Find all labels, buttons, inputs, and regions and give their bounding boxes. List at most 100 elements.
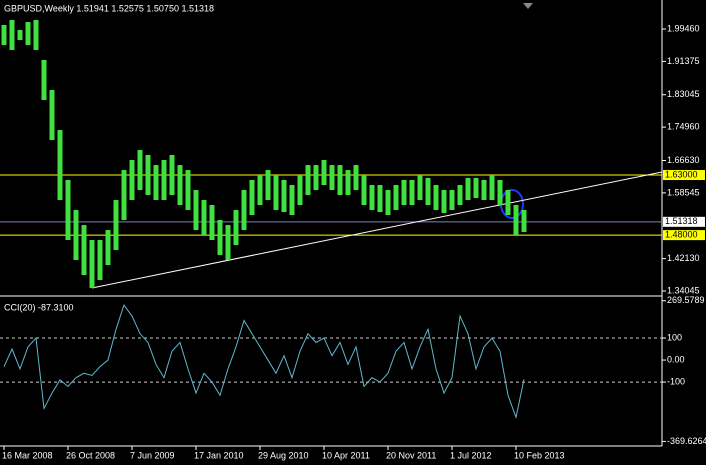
price-bar: [473, 178, 479, 199]
price-bar: [433, 185, 439, 211]
y-tick-label: 1.42130: [667, 253, 700, 263]
indicator-line: [3, 303, 525, 420]
y-tick-label: 1.34045: [667, 285, 700, 295]
price-bar: [233, 210, 239, 246]
price-bar: [457, 185, 463, 205]
price-bar: [169, 155, 175, 196]
price-bar: [265, 170, 271, 201]
x-tick-label: 16 Mar 2008: [2, 450, 53, 460]
price-bar: [65, 180, 71, 241]
price-bar: [113, 200, 119, 251]
price-bar: [41, 60, 47, 101]
price-bar: [105, 230, 111, 265]
price-bar: [17, 30, 23, 41]
chart-title: GBPUSD,Weekly 1.51941 1.52575 1.50750 1.…: [4, 3, 214, 13]
price-bar: [497, 180, 503, 205]
price-bar: [361, 174, 367, 205]
y-tick-label: 1.66630: [667, 155, 700, 165]
price-bar: [209, 204, 215, 241]
price-label-box: [663, 230, 705, 241]
y-tick-label: 1.58545: [667, 187, 700, 197]
x-tick-label: 26 Oct 2008: [66, 450, 115, 460]
x-tick-label: 17 Jan 2010: [194, 450, 244, 460]
price-bar: [217, 220, 223, 256]
price-bar: [33, 19, 39, 50]
price-bar: [417, 174, 423, 201]
price-bar: [153, 165, 159, 201]
price-bar: [297, 174, 303, 205]
y-tick-label: 100: [667, 332, 682, 342]
x-tick-label: 29 Aug 2010: [258, 450, 309, 460]
price-bar: [481, 180, 487, 201]
y-tick-label: -100: [667, 376, 685, 386]
price-bar: [249, 180, 255, 216]
price-bar: [81, 225, 87, 276]
price-label: 1.63000: [665, 169, 698, 179]
price-bar: [377, 185, 383, 213]
price-bar: [121, 170, 127, 221]
y-tick-label: 1.74960: [667, 122, 700, 132]
price-bar: [337, 165, 343, 196]
price-bar: [305, 165, 311, 196]
y-tick-label: -369.6264: [667, 436, 706, 446]
price-label: 1.48000: [665, 229, 698, 239]
price-bar: [441, 190, 447, 214]
y-tick-label: 1.91375: [667, 56, 700, 66]
price-bar: [289, 185, 295, 216]
y-tick-label: 1.99460: [667, 23, 700, 33]
price-bar: [73, 210, 79, 261]
price-bar: [89, 240, 95, 289]
price-bar: [97, 240, 103, 281]
price-bar: [1, 24, 7, 46]
price-bar: [225, 225, 231, 261]
price-bar: [393, 185, 399, 211]
y-tick-label: 269.5789: [667, 295, 705, 305]
price-bar: [137, 150, 143, 191]
price-bar: [9, 19, 15, 50]
price-bar: [505, 190, 511, 216]
price-bar: [409, 180, 415, 205]
price-bar: [369, 185, 375, 211]
price-bar: [345, 170, 351, 196]
price-bar: [521, 210, 527, 233]
price-bar: [25, 21, 31, 46]
price-bar: [129, 160, 135, 201]
x-tick-label: 20 Nov 2011: [386, 450, 436, 460]
price-bar: [321, 160, 327, 186]
price-bar: [281, 180, 287, 213]
price-bar: [241, 190, 247, 231]
price-bar: [177, 165, 183, 205]
price-bar: [193, 190, 199, 231]
price-bar: [49, 90, 55, 141]
scroll-marker: [523, 3, 533, 9]
price-bar: [257, 174, 263, 205]
x-tick-label: 10 Feb 2013: [514, 450, 565, 460]
x-tick-label: 1 Jul 2012: [450, 450, 492, 460]
price-bar: [57, 130, 63, 201]
price-bar: [329, 165, 335, 191]
price-bar: [489, 174, 495, 201]
price-bar: [161, 160, 167, 201]
price-bar: [425, 178, 431, 205]
y-tick-label: 0.00: [667, 354, 685, 364]
y-tick-label: 1.83045: [667, 89, 700, 99]
x-tick-label: 10 Apr 2011: [322, 450, 370, 460]
price-label-box: [663, 216, 705, 227]
price-bar: [401, 180, 407, 205]
x-tick-label: 7 Jun 2009: [130, 450, 175, 460]
price-bar: [145, 155, 151, 196]
indicator-title: CCI(20) -87.3100: [4, 302, 74, 312]
price-bar: [201, 200, 207, 236]
price-label-box: [663, 170, 705, 181]
price-bar: [513, 204, 519, 236]
price-label: 1.51318: [665, 216, 698, 226]
price-bar: [185, 170, 191, 211]
trend-line: [91, 171, 663, 289]
price-bar: [465, 178, 471, 201]
price-bar: [353, 165, 359, 191]
price-bar: [385, 190, 391, 216]
price-bar: [449, 190, 455, 211]
price-bar: [313, 165, 319, 191]
